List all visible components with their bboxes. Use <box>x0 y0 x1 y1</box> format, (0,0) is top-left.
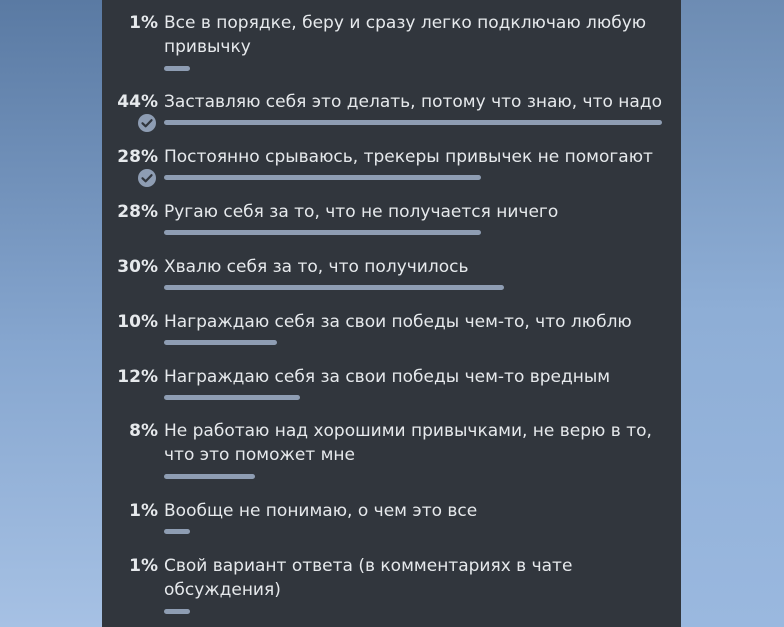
option-bar-fill <box>164 395 300 400</box>
background-right <box>681 0 784 627</box>
option-percent: 28% <box>117 202 158 222</box>
checkmark-icon <box>138 169 156 187</box>
option-text: Не работаю над хорошими привычками, не в… <box>164 421 652 465</box>
option-bar <box>164 230 662 235</box>
option-text: Постоянно срываюсь, трекеры привычек не … <box>164 147 653 167</box>
option-text: Хвалю себя за то, что получилось <box>164 257 469 277</box>
option-bar <box>164 529 662 534</box>
option-percent: 30% <box>117 257 158 277</box>
checkmark-icon <box>138 114 156 132</box>
option-bar <box>164 175 662 180</box>
option-bar <box>164 340 662 345</box>
option-text: Награждаю себя за свои победы чем-то, чт… <box>164 312 632 332</box>
option-percent: 10% <box>117 312 158 332</box>
option-percent: 8% <box>129 421 158 441</box>
option-bar-fill <box>164 609 190 614</box>
option-bar <box>164 474 662 479</box>
option-bar <box>164 120 662 125</box>
option-bar-fill <box>164 230 481 235</box>
option-bar <box>164 66 662 71</box>
option-percent: 1% <box>129 501 158 521</box>
option-text: Заставляю себя это делать, потому что зн… <box>164 92 662 112</box>
option-text: Свой вариант ответа (в комментариях в ча… <box>164 556 573 600</box>
option-bar-fill <box>164 120 662 125</box>
option-percent: 28% <box>117 147 158 167</box>
option-bar <box>164 285 662 290</box>
option-bar-fill <box>164 340 278 345</box>
option-percent: 1% <box>129 13 158 33</box>
option-bar-fill <box>164 285 504 290</box>
option-percent: 12% <box>117 367 158 387</box>
option-bar <box>164 395 662 400</box>
poll-results-panel: 1% Все в порядке, беру и сразу легко под… <box>102 0 681 627</box>
option-bar-fill <box>164 529 190 534</box>
option-percent: 44% <box>117 92 158 112</box>
option-bar-fill <box>164 66 190 71</box>
option-percent: 1% <box>129 556 158 576</box>
option-bar-fill <box>164 474 255 479</box>
option-text: Вообще не понимаю, о чем это все <box>164 501 478 521</box>
option-bar-fill <box>164 175 481 180</box>
option-text: Ругаю себя за то, что не получается ниче… <box>164 202 559 222</box>
background-left <box>0 0 102 627</box>
option-text: Награждаю себя за свои победы чем-то вре… <box>164 367 611 387</box>
option-bar <box>164 609 662 614</box>
option-text: Все в порядке, беру и сразу легко подклю… <box>164 13 647 57</box>
